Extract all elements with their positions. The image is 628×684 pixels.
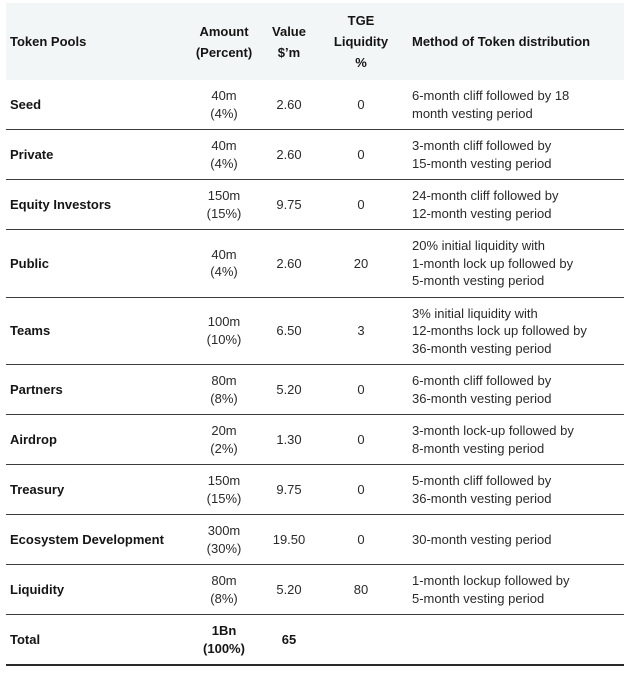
value-cell: 2.60	[276, 255, 302, 271]
column-header-amount-percent: Amount (Percent)	[195, 23, 253, 60]
method-cell: 3-month lock-up followed by 8-month vest…	[412, 423, 574, 456]
amount-cell: 150m (15%)	[206, 188, 242, 221]
row-teams: Teams 100m (10%) 6.50 3 3% initial liqui…	[6, 297, 624, 365]
method-cell: 24-month cliff followed by 12-month vest…	[412, 188, 559, 221]
method-cell: 6-month cliff followed by 36-month vesti…	[412, 373, 552, 406]
pool-name: Private	[10, 146, 54, 162]
column-header-method: Method of Token distribution	[412, 33, 591, 49]
amount-cell: 40m (4%)	[210, 138, 238, 171]
value-cell: 5.20	[276, 381, 302, 397]
amount-cell: 150m (15%)	[206, 473, 242, 506]
method-cell: 5-month cliff followed by 36-month vesti…	[412, 473, 552, 506]
column-header-tge-liquidity: TGE Liquidity %	[333, 13, 389, 70]
value-cell: 6.50	[276, 323, 302, 338]
pool-name: Total	[10, 631, 41, 647]
tge-cell: 80	[353, 581, 369, 597]
amount-cell: 80m (8%)	[210, 373, 238, 406]
method-cell: 6-month cliff followed by 18 month vesti…	[412, 88, 570, 121]
row-seed: Seed 40m (4%) 2.60 0 6-month cliff follo…	[6, 80, 624, 130]
column-header-value: Value $’m	[272, 23, 306, 60]
tge-cell: 0	[357, 381, 365, 397]
column-header-token-pools: Token Pools	[10, 33, 87, 49]
pool-name: Seed	[10, 96, 42, 112]
row-equity-investors: Equity Investors 150m (15%) 9.75 0 24-mo…	[6, 180, 624, 230]
tge-cell: 0	[357, 196, 365, 212]
value-cell: 65	[281, 631, 297, 647]
method-cell: 3-month cliff followed by 15-month vesti…	[412, 138, 552, 171]
value-cell: 5.20	[276, 581, 302, 597]
method-cell: 3% initial liquidity with 12-months lock…	[412, 305, 587, 356]
value-cell: 2.60	[276, 146, 302, 162]
amount-cell: 100m (10%)	[206, 314, 242, 347]
amount-cell: 40m (4%)	[210, 88, 238, 121]
value-cell: 2.60	[276, 96, 302, 112]
pool-name: Ecosystem Development	[10, 531, 164, 547]
value-cell: 9.75	[276, 196, 302, 212]
tge-cell: 0	[357, 146, 365, 162]
amount-cell: 300m (30%)	[206, 523, 242, 556]
pool-name: Partners	[10, 381, 63, 397]
tge-cell: 0	[357, 96, 365, 112]
table-header: Token Pools Amount (Percent) Value $’m T…	[6, 3, 624, 80]
method-cell: 30-month vesting period	[412, 531, 552, 547]
pool-name: Liquidity	[10, 581, 65, 597]
pool-name: Teams	[10, 323, 51, 338]
pool-name: Treasury	[10, 481, 65, 497]
method-cell: 20% initial liquidity with 1-month lock …	[412, 238, 574, 288]
pool-name: Public	[10, 255, 50, 271]
row-partners: Partners 80m (8%) 5.20 0 6-month cliff f…	[6, 365, 624, 415]
method-cell: 1-month lockup followed by 5-month vesti…	[412, 573, 570, 606]
row-treasury: Treasury 150m (15%) 9.75 0 5-month cliff…	[6, 465, 624, 515]
amount-cell: 80m (8%)	[210, 573, 238, 606]
pool-name: Airdrop	[10, 431, 57, 447]
row-total: Total 1Bn (100%) 65	[6, 615, 624, 666]
value-cell: 9.75	[276, 481, 302, 497]
row-liquidity: Liquidity 80m (8%) 5.20 80 1-month locku…	[6, 565, 624, 615]
tge-cell: 20	[353, 255, 369, 271]
pool-name: Equity Investors	[10, 196, 112, 212]
row-ecosystem-development: Ecosystem Development 300m (30%) 19.50 0…	[6, 515, 624, 565]
amount-cell: 1Bn (100%)	[203, 623, 245, 656]
tge-cell: 0	[357, 481, 365, 497]
tge-cell: 3	[357, 323, 365, 338]
row-airdrop: Airdrop 20m (2%) 1.30 0 3-month lock-up …	[6, 415, 624, 465]
token-distribution-table: Token Pools Amount (Percent) Value $’m T…	[6, 3, 624, 666]
amount-cell: 40m (4%)	[210, 246, 238, 280]
row-private: Private 40m (4%) 2.60 0 3-month cliff fo…	[6, 130, 624, 180]
row-public: Public 40m (4%) 2.60 20 20% initial liqu…	[6, 230, 624, 298]
value-cell: 1.30	[276, 431, 302, 447]
tge-cell: 0	[357, 431, 365, 447]
amount-cell: 20m (2%)	[210, 423, 238, 456]
value-cell: 19.50	[272, 531, 306, 547]
tge-cell: 0	[357, 531, 365, 547]
